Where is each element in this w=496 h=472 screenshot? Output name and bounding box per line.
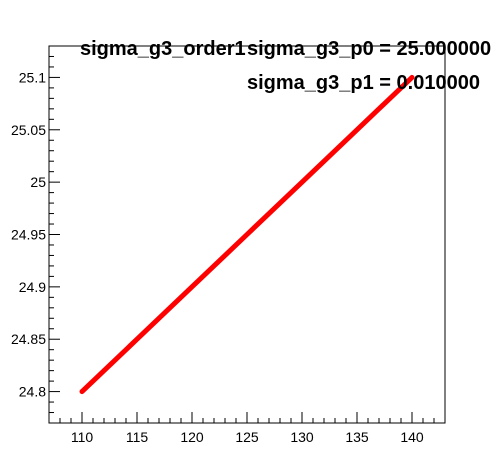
x-axis-tick-labels: 110 115 120 125 130 135 140 <box>71 429 424 445</box>
x-tick-label: 140 <box>400 429 424 445</box>
y-tick-label: 24.95 <box>11 227 46 243</box>
series-layer <box>79 74 415 395</box>
x-tick-label: 115 <box>126 429 149 445</box>
chart-title: sigma_g3_order1 <box>80 38 246 60</box>
y-tick-label: 25.1 <box>19 69 46 85</box>
stat-p0-label: sigma_g3_p0 = 25.000000 <box>247 38 492 60</box>
x-tick-label: 135 <box>345 429 369 445</box>
y-tick-label: 24.9 <box>19 279 46 295</box>
y-tick-label: 25 <box>30 174 46 190</box>
x-tick-label: 120 <box>180 429 204 445</box>
x-tick-label: 110 <box>71 429 94 445</box>
x-tick-label: 130 <box>290 429 314 445</box>
y-tick-label: 25.05 <box>11 122 46 138</box>
y-tick-label: 24.85 <box>11 331 46 347</box>
stat-p1-label: sigma_g3_p1 = 0.010000 <box>247 72 480 94</box>
series-line <box>79 74 415 395</box>
y-axis-tick-labels: 24.8 24.85 24.9 24.95 25 25.05 25.1 <box>11 69 46 399</box>
y-tick-label: 24.8 <box>19 384 46 400</box>
x-tick-label: 125 <box>235 429 259 445</box>
x-axis-ticks <box>48 412 446 423</box>
y-axis-ticks <box>49 45 60 424</box>
